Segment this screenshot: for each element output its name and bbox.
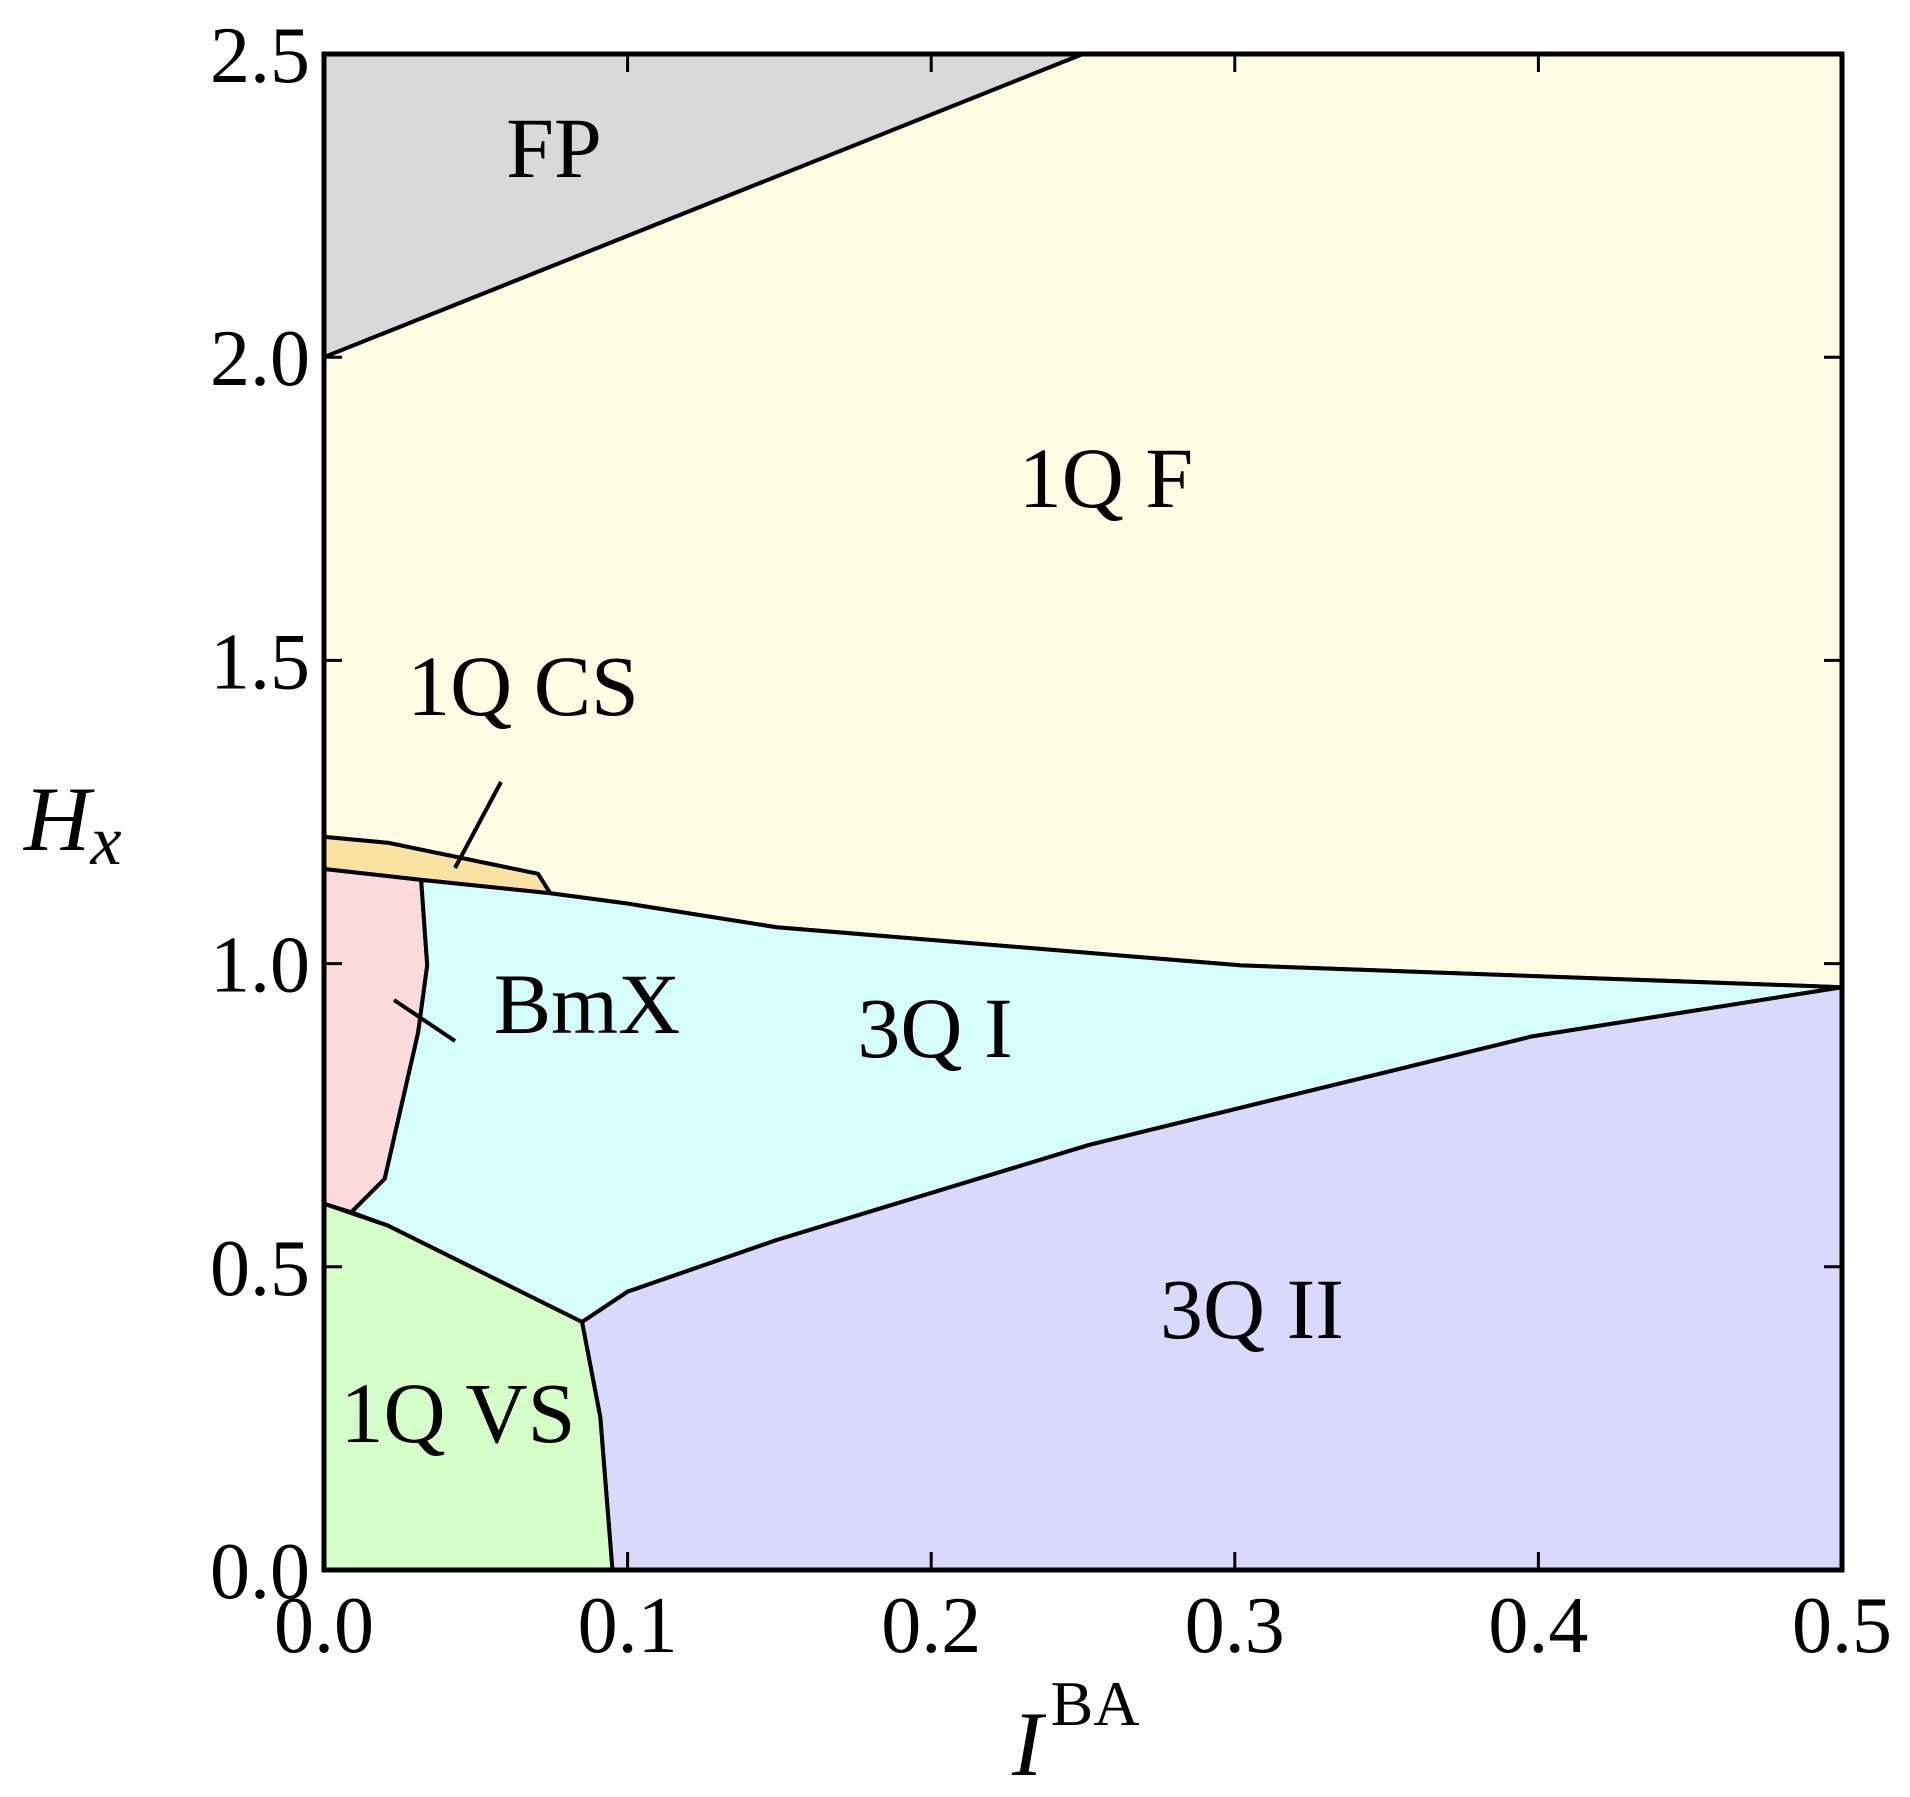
x-tick-label: 0.3: [1185, 1582, 1285, 1670]
x-tick-label: 0.5: [1792, 1582, 1892, 1670]
y-tick-label: 2.0: [210, 315, 310, 403]
y-tick-label: 1.5: [210, 618, 310, 706]
y-axis-label: Hx: [23, 768, 122, 880]
x-tick-label: 0.1: [578, 1582, 678, 1670]
x-tick-label: 0.4: [1488, 1582, 1588, 1670]
region-label: FP: [506, 100, 602, 196]
region-label: 1Q VS: [341, 1365, 576, 1461]
y-axis-label-sub: x: [89, 803, 121, 880]
leader-line: [392, 998, 457, 1043]
region-label: 3Q II: [1160, 1261, 1344, 1357]
x-axis-label: I BA: [1011, 1668, 1140, 1795]
y-axis-label-main: H: [23, 768, 95, 870]
y-tick-label: 1.0: [210, 922, 310, 1010]
region-label: BmX: [494, 956, 680, 1052]
x-tick-label: 0.0: [274, 1582, 374, 1670]
x-tick-label: 0.2: [881, 1582, 981, 1670]
x-axis-label-sup: BA: [1051, 1668, 1140, 1739]
region-label: 1Q CS: [407, 638, 639, 734]
leader-line: [453, 781, 503, 869]
y-tick-label: 2.5: [210, 12, 310, 100]
y-tick-label: 0.0: [210, 1528, 310, 1616]
region-label: 1Q F: [1019, 430, 1193, 526]
x-axis-label-main: I: [1011, 1693, 1047, 1795]
regions: [322, 52, 1844, 1572]
y-tick-label: 0.5: [210, 1225, 310, 1313]
region-label: 3Q I: [857, 980, 1012, 1076]
plot-frame: [321, 51, 1845, 1573]
overlay: FP 1Q F 1Q CS BmX 3Q I 3Q II 1Q VS 0.0 0.1 0.2 0.3…: [23, 12, 1892, 1795]
